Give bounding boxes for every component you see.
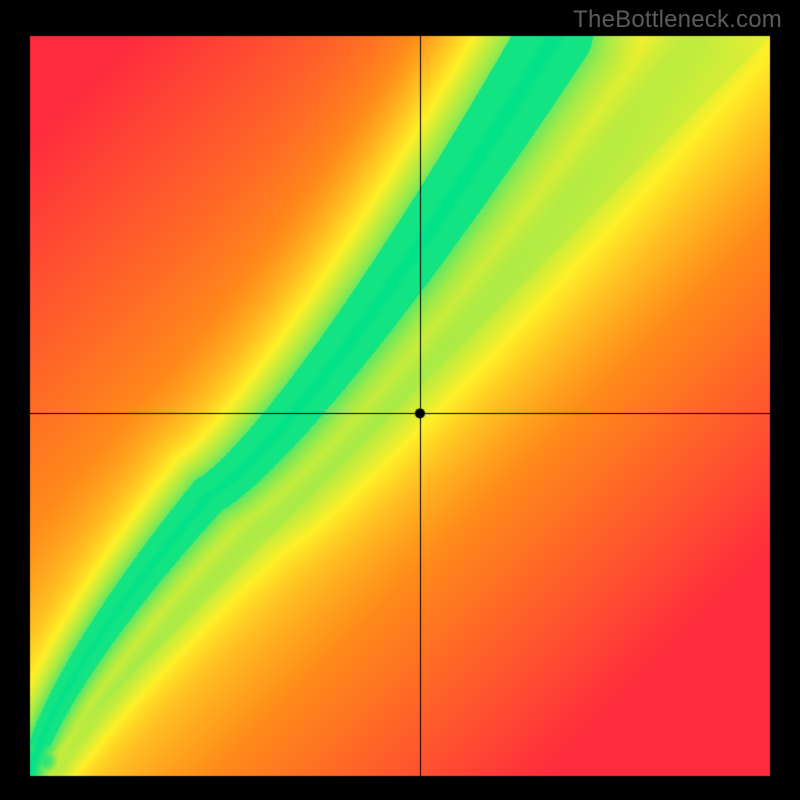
bottleneck-heatmap xyxy=(0,0,800,800)
watermark-text: TheBottleneck.com xyxy=(573,6,782,34)
